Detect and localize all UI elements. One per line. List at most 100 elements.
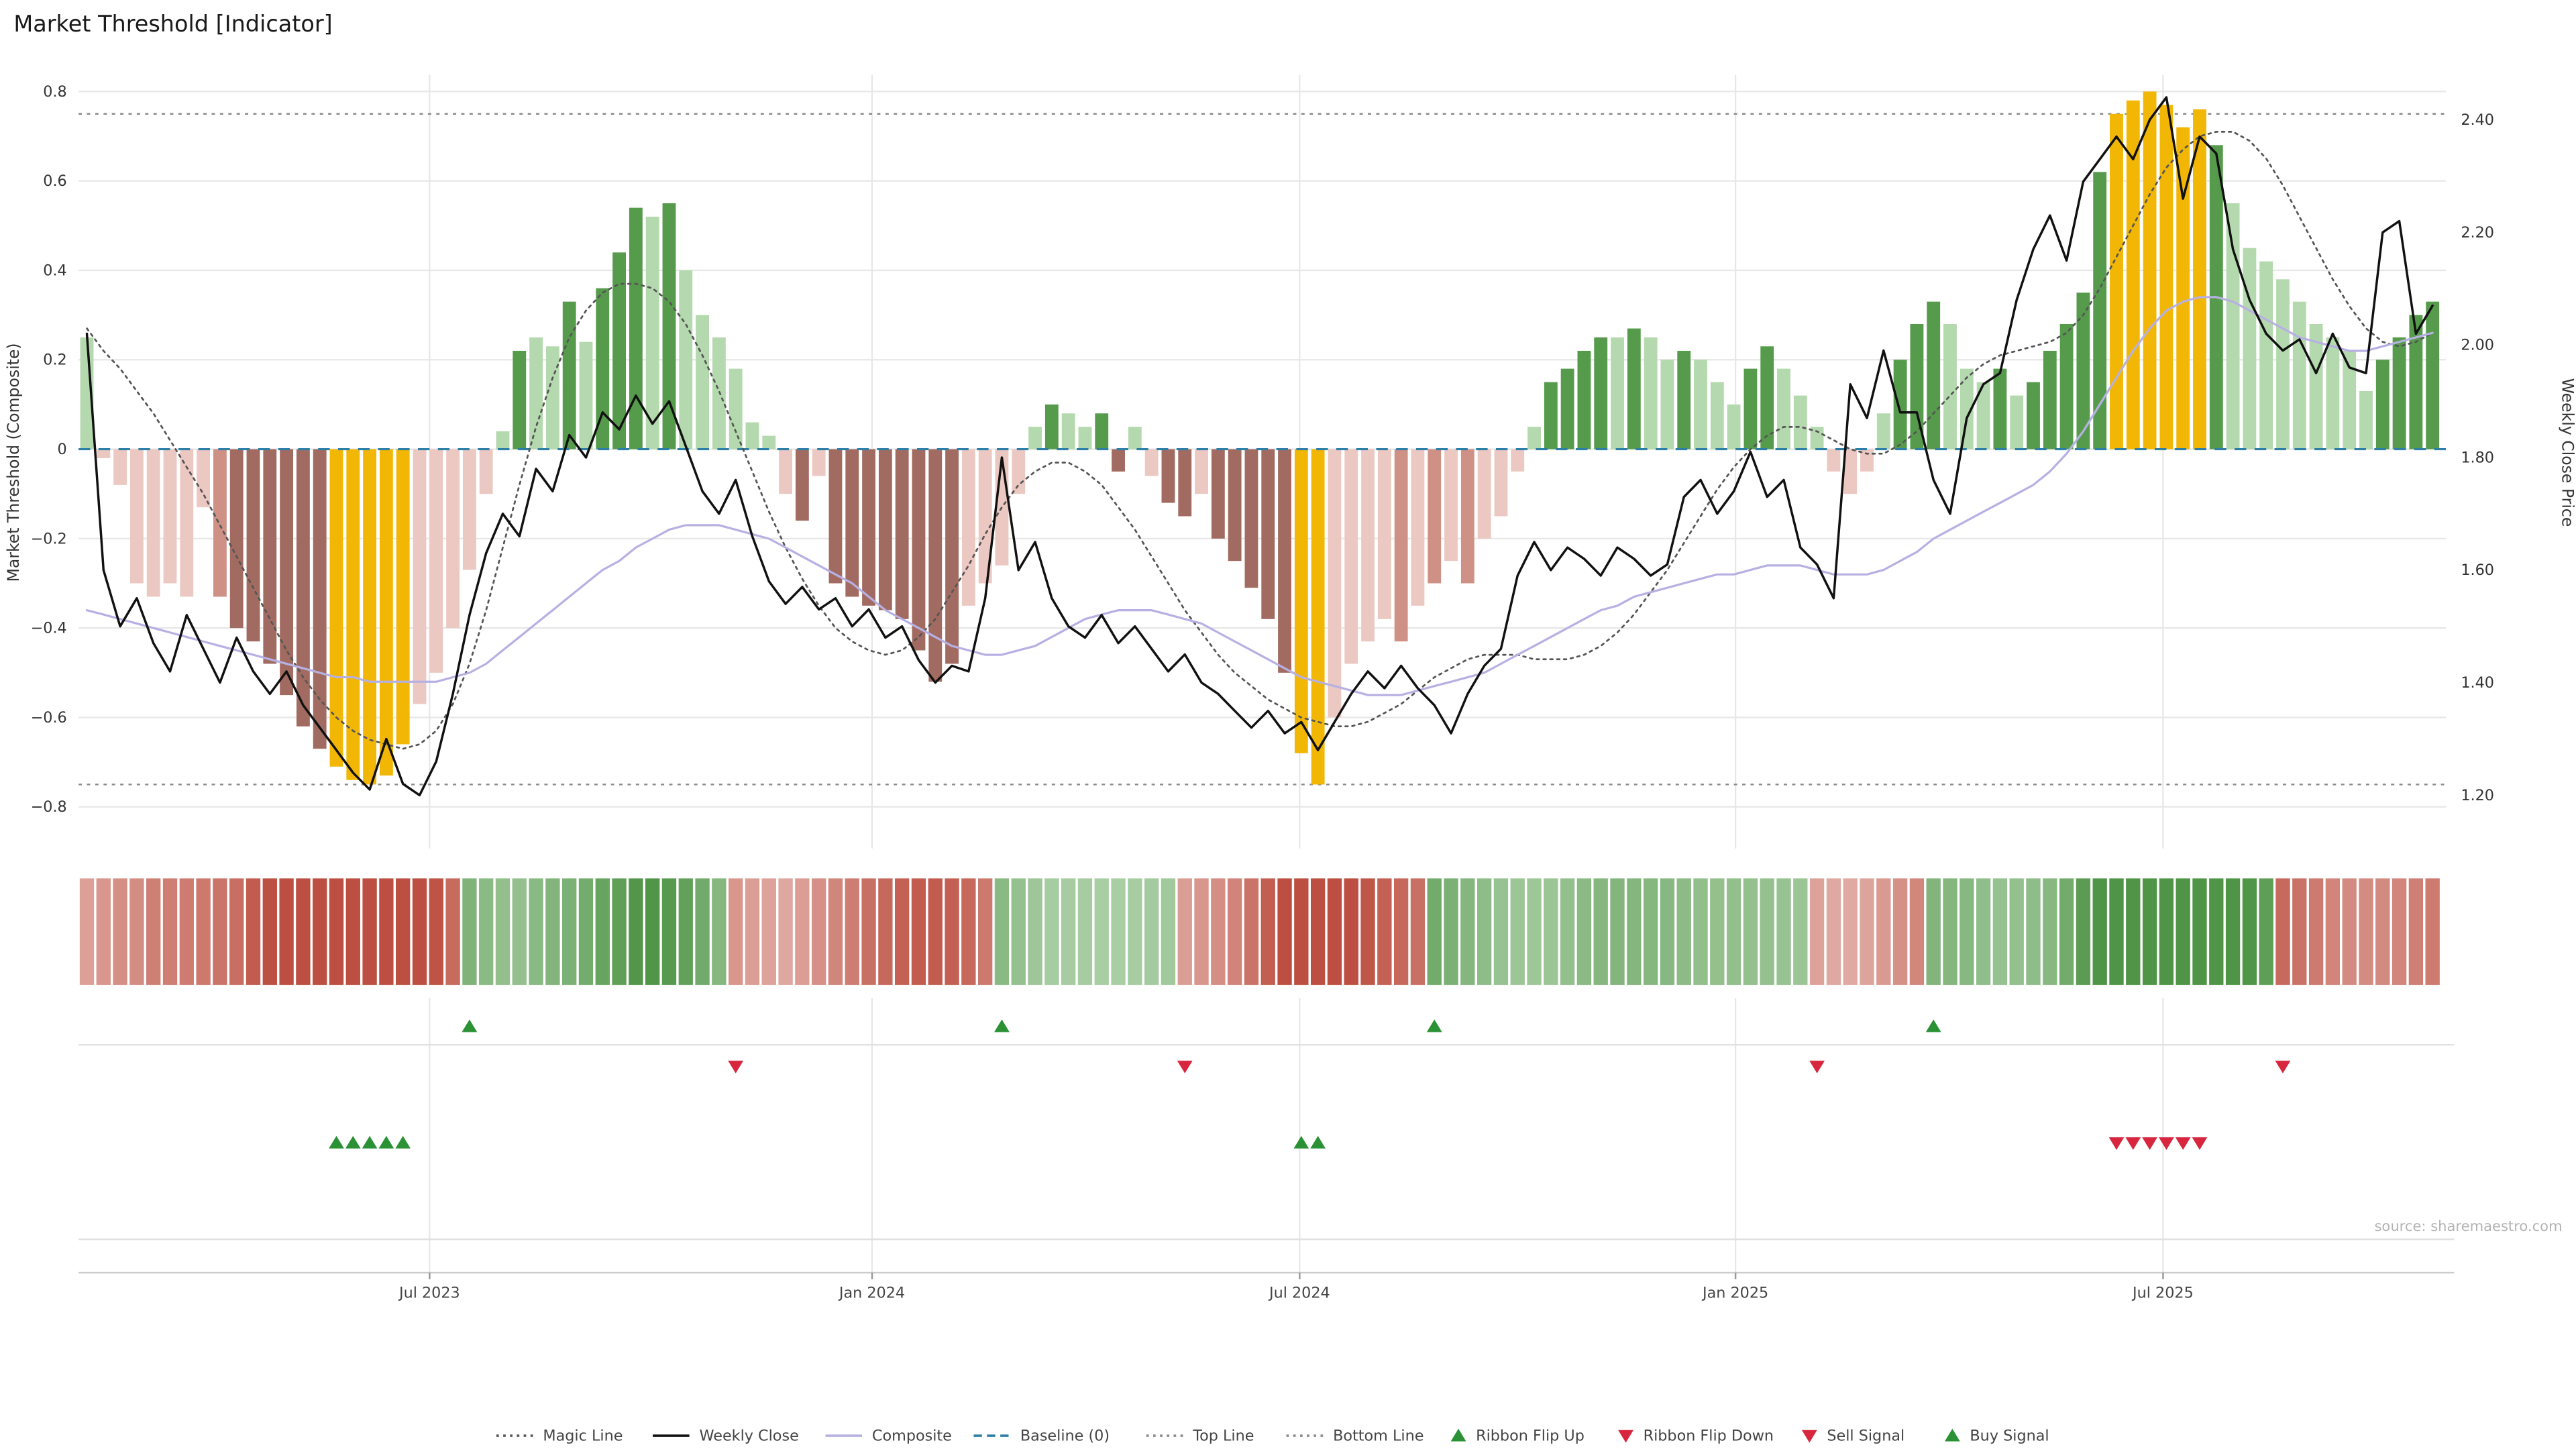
threshold-bar	[280, 449, 294, 696]
threshold-bar	[1710, 382, 1724, 449]
threshold-bar	[1061, 413, 1075, 449]
ribbon-cell-up	[2259, 878, 2273, 985]
threshold-bar	[1144, 449, 1159, 476]
ribbon-cell-down	[928, 878, 943, 985]
ribbon-cell-down	[795, 878, 810, 985]
ribbon-cell-down	[1909, 878, 1925, 985]
threshold-bar	[2126, 100, 2140, 449]
ribbon-cell-down	[878, 878, 893, 985]
threshold-bar	[1777, 368, 1790, 449]
legend-item: Sell Signal	[1801, 1428, 1904, 1445]
threshold-bar	[1727, 404, 1741, 449]
ribbon-flip-down-marker	[1809, 1061, 1825, 1074]
ribbon-cell-up	[562, 878, 577, 985]
threshold-bar	[129, 449, 144, 584]
threshold-bar	[1644, 337, 1658, 449]
left-tick-label: −0.2	[31, 530, 67, 547]
threshold-bar	[1544, 382, 1558, 449]
ribbon-cell-down	[2292, 878, 2307, 985]
ribbon-cell-up	[2009, 878, 2024, 985]
threshold-bar	[529, 337, 543, 449]
ribbon-cell-up	[1960, 878, 1974, 985]
ribbon-cell-down	[146, 878, 161, 985]
ribbon-cell-down	[429, 878, 443, 985]
legend-item: Bottom Line	[1286, 1428, 1424, 1445]
threshold-bar	[2159, 105, 2174, 449]
ribbon-cell-down	[1809, 878, 1825, 985]
threshold-bar	[545, 346, 559, 449]
ribbon-cell-up	[661, 878, 677, 985]
threshold-bar	[1511, 449, 1525, 472]
ribbon-cell-down	[1393, 878, 1409, 985]
ribbon-cell-up	[1576, 878, 1592, 985]
ribbon-cell-down	[2392, 878, 2407, 985]
buy-signal-marker	[329, 1136, 344, 1149]
threshold-bar	[1460, 449, 1474, 584]
threshold-bar	[2043, 350, 2057, 449]
ribbon-cell-up	[2176, 878, 2190, 985]
threshold-bar	[1876, 413, 1890, 449]
ribbon-cell-down	[113, 878, 127, 985]
threshold-bar	[845, 449, 859, 597]
ribbon-cell-down	[1360, 878, 1375, 985]
threshold-bar	[1411, 449, 1425, 606]
ribbon-cell-up	[1660, 878, 1675, 985]
ribbon-cell-up	[1760, 878, 1774, 985]
threshold-bar	[1910, 323, 1924, 449]
threshold-bar	[2143, 91, 2157, 449]
threshold-bar	[1394, 449, 1408, 642]
threshold-bar	[1012, 449, 1026, 494]
ribbon-cell-down	[412, 878, 427, 985]
ribbon-cell-down	[379, 878, 394, 985]
ribbon-flip-up-marker	[1426, 1019, 1442, 1032]
left-tick-label: 0.8	[43, 83, 66, 101]
ribbon-cell-down	[2342, 878, 2357, 985]
threshold-bar	[961, 449, 975, 606]
left-tick-label: 0.6	[43, 172, 66, 190]
left-tick-label: 0.2	[43, 352, 66, 369]
threshold-bar	[346, 449, 360, 780]
threshold-bar	[1960, 368, 1974, 449]
threshold-bar	[2426, 301, 2440, 449]
threshold-bar	[945, 449, 959, 664]
threshold-bar	[1927, 301, 1941, 449]
threshold-bar	[163, 449, 177, 584]
ribbon-cell-up	[1643, 878, 1658, 985]
ribbon-cell-down	[911, 878, 926, 985]
threshold-bar	[1211, 449, 1225, 539]
ribbon-cell-up	[629, 878, 643, 985]
ribbon-cell-up	[2192, 878, 2207, 985]
triangle-up-icon	[1944, 1428, 1960, 1442]
threshold-bar	[213, 449, 227, 597]
ribbon-cell-up	[1943, 878, 1957, 985]
threshold-bar	[878, 449, 892, 610]
ribbon-cell-down	[1410, 878, 1426, 985]
legend-item: Ribbon Flip Up	[1450, 1428, 1585, 1445]
x-tick-label: Jul 2025	[2131, 1284, 2194, 1301]
ribbon-cell-down	[129, 878, 144, 985]
x-tick-label: Jul 2023	[398, 1284, 460, 1301]
threshold-bar	[479, 449, 493, 494]
ribbon-cell-down	[1327, 878, 1342, 985]
legend-item: Magic Line	[496, 1428, 623, 1445]
magic-line	[86, 131, 2434, 750]
legend-label: Ribbon Flip Down	[1644, 1428, 1774, 1445]
legend-item: Top Line	[1146, 1428, 1254, 1445]
x-axis: Jul 2023 Jan 2024 Jul 2024 Jan 2025 Jul 2025	[78, 1271, 2455, 1301]
ribbon-cell-up	[2043, 878, 2057, 985]
ribbon-cell-up	[1676, 878, 1691, 985]
ribbon-cell-down	[2425, 878, 2440, 985]
ribbon-cell-up	[578, 878, 594, 985]
ribbon-cell-up	[545, 878, 560, 985]
ribbon-cell-down	[196, 878, 211, 985]
ribbon-cell-down	[1344, 878, 1358, 985]
ribbon-cell-down	[1892, 878, 1908, 985]
ribbon-cell-up	[1743, 878, 1758, 985]
threshold-bar	[2059, 323, 2074, 449]
legend-label: Baseline (0)	[1020, 1428, 1110, 1445]
threshold-bar	[1128, 427, 1142, 449]
ribbon-cell-up	[1094, 878, 1109, 985]
ribbon-cell-down	[977, 878, 993, 985]
threshold-bar	[462, 449, 476, 570]
